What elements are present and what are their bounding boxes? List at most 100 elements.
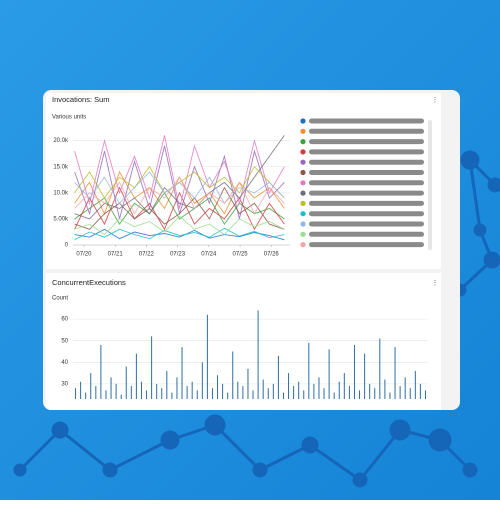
bar xyxy=(135,353,137,399)
menu-icon[interactable]: ⋮ xyxy=(432,98,438,104)
legend-label-redacted xyxy=(309,211,424,217)
bar xyxy=(176,377,178,399)
y-tick-label: 40 xyxy=(61,360,68,366)
bar xyxy=(328,349,330,399)
legend-label-redacted xyxy=(309,118,424,124)
bar xyxy=(181,347,183,399)
x-tick-label: 07/23 xyxy=(170,252,186,258)
bar xyxy=(191,381,193,399)
y-tick-label: 0 xyxy=(65,243,69,249)
legend-label-redacted xyxy=(309,221,424,227)
bar xyxy=(75,388,77,399)
charts: Invocations: Sum Various units 0 5.00k 10.0k… xyxy=(52,95,428,399)
series-line xyxy=(74,176,285,215)
bar xyxy=(404,377,406,399)
card: ⋮ ⋮ Invocations: Sum Various units 0 5.00k 1… xyxy=(43,90,460,410)
bar xyxy=(318,377,320,399)
legend-swatch xyxy=(300,128,306,134)
bar xyxy=(313,383,315,399)
bar xyxy=(374,388,376,399)
bar xyxy=(237,381,239,399)
bar xyxy=(95,386,97,399)
legend-swatch xyxy=(300,180,306,186)
x-tick-label: 07/21 xyxy=(108,252,124,258)
menu-icon[interactable]: ⋮ xyxy=(432,281,438,287)
bar xyxy=(384,379,386,399)
bar xyxy=(399,386,401,399)
bar xyxy=(262,379,264,399)
bar xyxy=(201,362,203,399)
series-line xyxy=(74,215,285,236)
legend-swatch xyxy=(300,149,306,155)
bar xyxy=(130,386,132,399)
scrollbar[interactable] xyxy=(428,120,432,250)
series-line xyxy=(74,171,285,205)
bar xyxy=(247,368,249,399)
legend-swatch xyxy=(300,231,306,237)
series-line xyxy=(74,228,285,241)
bar xyxy=(348,386,350,399)
x-tick-label: 07/24 xyxy=(201,252,217,258)
bar xyxy=(211,388,213,399)
legend-label-redacted xyxy=(309,242,424,248)
y-tick-label: 30 xyxy=(61,381,68,387)
y-tick-label: 10.0k xyxy=(53,190,69,196)
bar xyxy=(125,366,127,399)
legend-label-redacted xyxy=(309,128,424,134)
bar xyxy=(257,310,259,399)
legend-swatch xyxy=(300,221,306,227)
panel xyxy=(46,273,441,410)
series-line xyxy=(74,186,285,231)
legend-swatch xyxy=(300,169,306,176)
bar xyxy=(161,388,163,399)
bar xyxy=(146,390,148,399)
bar xyxy=(90,373,92,399)
series-line xyxy=(74,186,285,230)
bar xyxy=(293,386,295,399)
chart-title: Invocations: Sum xyxy=(52,95,110,104)
bar xyxy=(353,345,355,399)
y-axis-label: Various units xyxy=(52,115,86,121)
y-tick-label: 60 xyxy=(61,317,68,323)
series-line xyxy=(74,135,285,209)
bar xyxy=(338,381,340,399)
bar xyxy=(140,381,142,399)
x-tick-label: 07/22 xyxy=(139,252,155,258)
bar xyxy=(282,392,284,399)
bar xyxy=(272,383,274,399)
bar xyxy=(359,390,361,399)
legend-label-redacted xyxy=(309,190,424,196)
legend-swatch xyxy=(300,139,306,145)
bar xyxy=(333,392,335,399)
molecule-pattern xyxy=(13,150,500,488)
bar xyxy=(364,353,366,399)
series-line xyxy=(74,191,285,225)
y-tick-label: 15.0k xyxy=(53,164,69,170)
bar xyxy=(252,390,254,399)
legend-swatch xyxy=(300,200,306,206)
legend-label-redacted xyxy=(309,180,424,186)
y-axis-label: Count xyxy=(52,296,68,302)
series-line xyxy=(74,227,285,241)
legend-label-redacted xyxy=(309,200,424,206)
y-tick-label: 50 xyxy=(61,338,68,344)
legend-swatch xyxy=(300,190,306,196)
bar xyxy=(308,342,310,399)
legend-swatch xyxy=(300,211,306,217)
bar xyxy=(151,336,153,399)
bar xyxy=(222,383,224,399)
x-tick-label: 07/26 xyxy=(264,252,280,258)
bar xyxy=(389,392,391,399)
bar xyxy=(343,373,345,399)
bar xyxy=(419,383,421,399)
legend-label-redacted xyxy=(309,159,424,165)
bar xyxy=(206,314,208,399)
bar xyxy=(414,370,416,399)
bar xyxy=(166,370,168,399)
bar xyxy=(227,392,229,399)
bar xyxy=(115,383,117,399)
y-tick-label: 5.00k xyxy=(53,216,69,222)
series-line xyxy=(74,135,285,220)
